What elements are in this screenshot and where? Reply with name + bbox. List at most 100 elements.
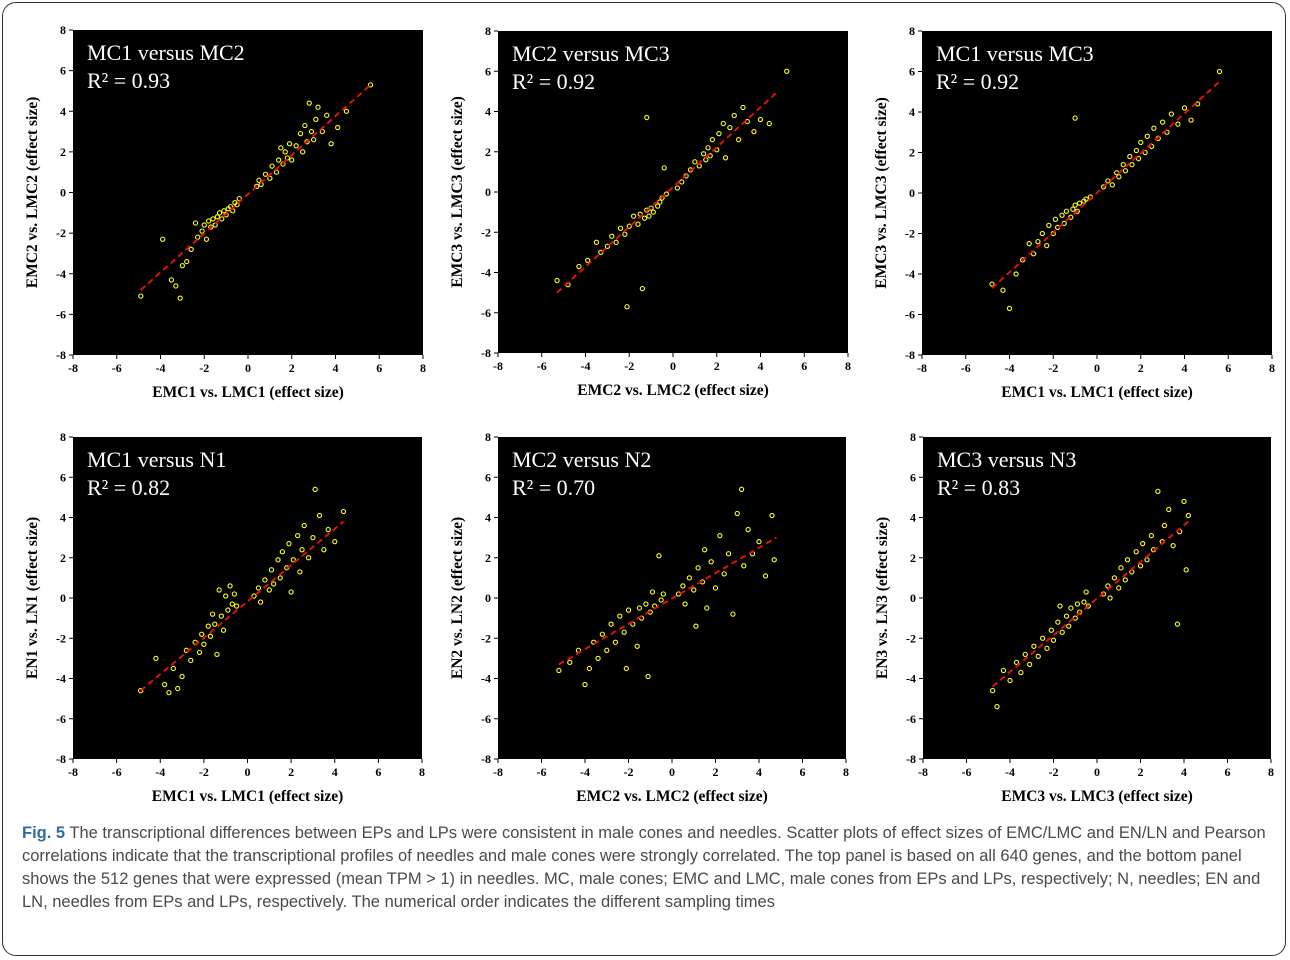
y-tick-label: 8 [485,430,491,444]
data-point [286,141,293,147]
y-tick-label: -6 [905,308,915,322]
panel-title: MC3 versus N3 [937,447,1076,472]
data-point [646,213,652,219]
data-point [170,665,176,672]
data-point [257,599,264,605]
x-axis-label: EMC2 vs. LMC2 (effect size) [577,382,769,399]
data-point [192,220,199,226]
data-point [321,547,327,553]
data-point [1122,168,1129,174]
data-point [745,526,751,533]
data-point [595,655,601,662]
x-tick-label: 4 [332,765,338,779]
data-point [343,108,350,114]
r-squared-label: R² = 0.92 [512,69,595,94]
data-point [704,605,710,611]
panel-title: MC2 versus MC3 [512,41,670,66]
panel-title: MC1 versus MC3 [936,41,1094,66]
data-point [212,621,218,627]
data-point [731,112,737,119]
data-point [1100,184,1107,190]
data-point [626,223,632,229]
x-tick-label: -4 [581,359,591,373]
y-tick-label: 6 [909,65,915,79]
data-point [221,208,227,214]
x-tick-label: -4 [156,361,166,375]
data-point [655,203,661,209]
y-tick-label: 8 [60,23,66,37]
data-point [1026,240,1032,247]
data-point [188,657,194,664]
data-point [1068,605,1074,611]
y-tick-label: -8 [481,346,491,360]
data-point [227,583,233,589]
data-point [256,177,262,183]
data-point [1050,637,1057,643]
data-point [233,603,240,609]
caption-label: Fig. 5 [22,824,66,842]
data-point [137,687,144,694]
data-point [290,557,296,563]
data-point [1116,585,1122,591]
data-point [751,128,757,135]
x-tick-label: -6 [112,361,122,375]
data-point [1052,216,1059,222]
x-tick-label: 2 [714,359,720,373]
data-point [205,218,212,224]
x-tick-label: 0 [245,765,251,779]
data-point [335,124,341,131]
x-tick-label: 0 [245,361,251,375]
data-point [179,673,185,680]
x-tick-label: -2 [199,765,209,779]
data-point [692,159,698,165]
data-point [1175,121,1181,127]
data-point [989,281,995,287]
y-tick-label: -2 [905,227,915,241]
y-tick-label: 4 [60,511,66,525]
panel-title: MC1 versus MC2 [87,40,245,65]
data-point [1127,153,1133,160]
data-point [1013,659,1020,666]
data-point [1161,522,1168,529]
x-tick-label: 4 [1182,361,1188,375]
data-point [195,234,201,240]
data-point [701,547,708,553]
data-point [225,607,231,613]
data-point [313,116,319,123]
data-point [214,651,220,657]
y-tick-label: -8 [56,752,66,766]
y-tick-label: -4 [56,672,66,686]
data-point [1168,111,1175,117]
data-point [1039,230,1045,237]
data-point [1135,155,1142,162]
data-point [1026,661,1033,668]
data-point [299,547,305,553]
data-point [1055,619,1061,625]
data-point [720,120,726,127]
data-point [1070,206,1076,212]
data-point [617,613,623,619]
data-point [1018,669,1024,676]
data-point [207,633,214,639]
y-axis-label: EN2 vs. LN2 (effect size) [449,517,466,679]
data-point [1133,549,1139,555]
data-point [784,68,790,74]
data-point [682,601,688,607]
data-point [161,681,168,688]
regression-line [558,536,777,666]
data-point [175,685,181,692]
x-tick-label: 6 [801,359,807,373]
scatter-panel-1: -8-8 -6 -6 -4 -4 -2 -2 0 0 2 2 4 4 6 6 8 8 MC1 versus MC2… [24,23,426,401]
y-tick-label: -4 [481,672,491,686]
x-tick-label: 8 [420,361,426,375]
data-point [1044,645,1050,651]
y-tick-label: -4 [56,267,66,281]
data-point [1019,257,1026,263]
data-point [236,195,242,202]
data-point [332,539,338,545]
data-point [282,149,288,155]
data-point [315,104,321,110]
data-point [288,589,294,595]
data-point [269,163,275,169]
x-tick-label: -8 [918,765,928,779]
